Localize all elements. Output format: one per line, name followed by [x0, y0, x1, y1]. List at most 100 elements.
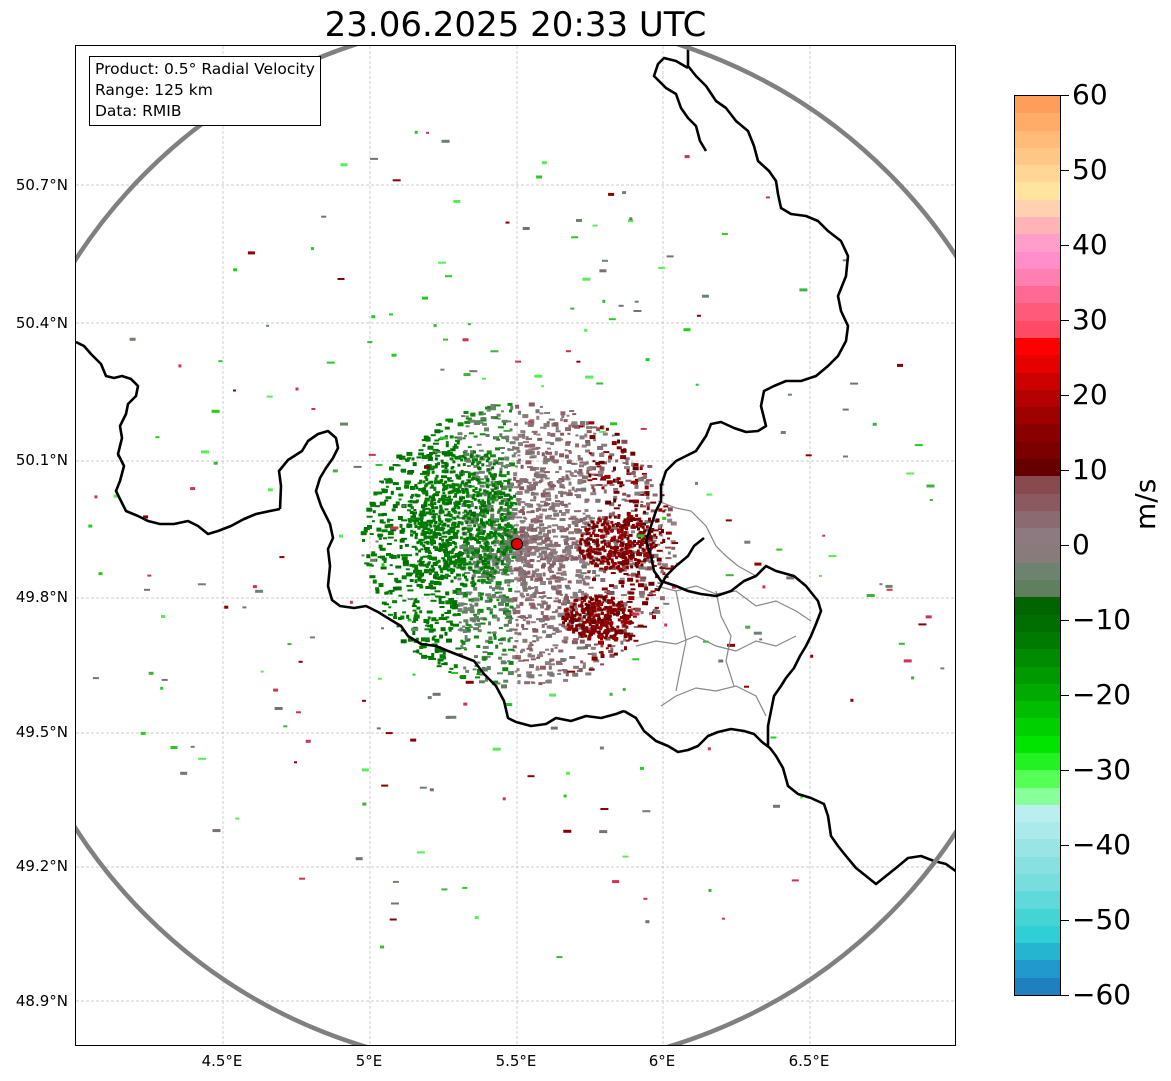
- echo-cell: [460, 559, 464, 563]
- echo-cell: [432, 448, 439, 451]
- echo-cell: [428, 656, 435, 660]
- echo-cell: [580, 600, 584, 604]
- echo-cell: [589, 609, 593, 613]
- echo-cell: [435, 546, 439, 550]
- echo-cell: [533, 430, 537, 435]
- echo-cell: [381, 601, 387, 605]
- echo-cell: [609, 482, 613, 485]
- radar-map[interactable]: [75, 45, 956, 1046]
- echo-cell: [499, 638, 505, 641]
- echo-cell: [628, 596, 635, 601]
- echo-cell: [773, 804, 780, 808]
- echo-cell: [466, 547, 470, 550]
- echo-cell: [484, 599, 490, 603]
- echo-cell: [842, 408, 849, 411]
- echo-cell: [535, 409, 540, 414]
- echo-cell: [581, 444, 587, 448]
- echo-cell: [508, 587, 513, 592]
- echo-cell: [490, 576, 496, 580]
- admin-border-3: [635, 635, 797, 652]
- echo-cell: [479, 511, 486, 514]
- echo-cell: [383, 537, 387, 540]
- echo-cell: [443, 662, 448, 666]
- echo-cell: [528, 564, 534, 569]
- echo-cell: [436, 524, 440, 528]
- echo-cell: [503, 498, 510, 503]
- echo-cell: [476, 554, 482, 559]
- echo-cell: [519, 486, 525, 491]
- echo-cell: [218, 360, 223, 363]
- echo-cell: [628, 591, 635, 595]
- echo-cell: [427, 471, 431, 475]
- echo-cell: [508, 579, 515, 583]
- echo-cell: [566, 414, 570, 417]
- echo-cell: [463, 483, 467, 487]
- echo-cell: [493, 491, 497, 495]
- echo-cell: [500, 486, 507, 491]
- echo-cell: [484, 475, 489, 480]
- echo-cell: [603, 451, 610, 454]
- echo-cell: [546, 679, 552, 684]
- radar-echoes: [88, 130, 945, 959]
- echo-cell: [537, 519, 543, 523]
- echo-cell: [457, 502, 461, 506]
- echo-cell: [428, 495, 432, 499]
- echo-cell: [616, 446, 622, 450]
- echo-cell: [843, 455, 848, 458]
- echo-cell: [574, 523, 579, 527]
- echo-cell: [462, 338, 469, 342]
- echo-cell: [410, 529, 414, 533]
- echo-cell: [387, 536, 394, 539]
- colorbar-band: [1015, 441, 1060, 460]
- echo-cell: [911, 676, 915, 680]
- echo-cell: [529, 641, 533, 646]
- echo-cell: [828, 555, 837, 558]
- echo-cell: [612, 538, 616, 542]
- colorbar-band: [1015, 787, 1060, 806]
- echo-cell: [489, 516, 494, 521]
- echo-cell: [573, 593, 579, 598]
- echo-cell: [585, 442, 591, 447]
- echo-cell: [619, 544, 623, 548]
- lat-label-49-8: 49.8°N: [15, 588, 68, 606]
- map-title: 23.06.2025 20:33 UTC: [324, 5, 707, 45]
- echo-cell: [589, 560, 593, 564]
- echo-cell: [609, 546, 613, 550]
- radar-map-svg: [76, 46, 955, 1045]
- echo-cell: [579, 464, 584, 468]
- echo-cell: [503, 429, 511, 432]
- echo-cell: [384, 591, 389, 595]
- echo-cell: [583, 554, 587, 558]
- echo-cell: [571, 236, 579, 239]
- echo-cell: [420, 645, 427, 649]
- echo-cell: [571, 620, 575, 624]
- echo-cell: [535, 467, 540, 470]
- echo-cell: [606, 627, 610, 631]
- echo-cell: [544, 608, 550, 611]
- echo-cell: [424, 501, 428, 505]
- echo-cell: [525, 539, 532, 543]
- echo-cell: [474, 458, 478, 462]
- echo-cell: [309, 636, 315, 639]
- echo-cell: [389, 466, 394, 471]
- echo-cell: [565, 536, 569, 541]
- echo-cell: [367, 525, 372, 529]
- echo-cell: [560, 493, 564, 498]
- echo-cell: [472, 668, 477, 671]
- echo-cell: [575, 628, 579, 632]
- echo-cell: [523, 540, 529, 545]
- echo-cell: [454, 483, 459, 487]
- echo-cell: [583, 516, 588, 520]
- echo-cell: [572, 413, 577, 416]
- border-belgium-luxembourg: [623, 709, 955, 886]
- echo-cell: [639, 594, 645, 598]
- echo-cell: [394, 539, 398, 542]
- echo-cell: [451, 523, 457, 527]
- echo-cell: [546, 451, 553, 455]
- echo-cell: [470, 462, 474, 466]
- echo-cell: [415, 637, 419, 642]
- echo-cell: [469, 545, 474, 549]
- echo-cell: [462, 451, 467, 453]
- echo-cell: [479, 673, 485, 676]
- echo-cell: [606, 561, 610, 565]
